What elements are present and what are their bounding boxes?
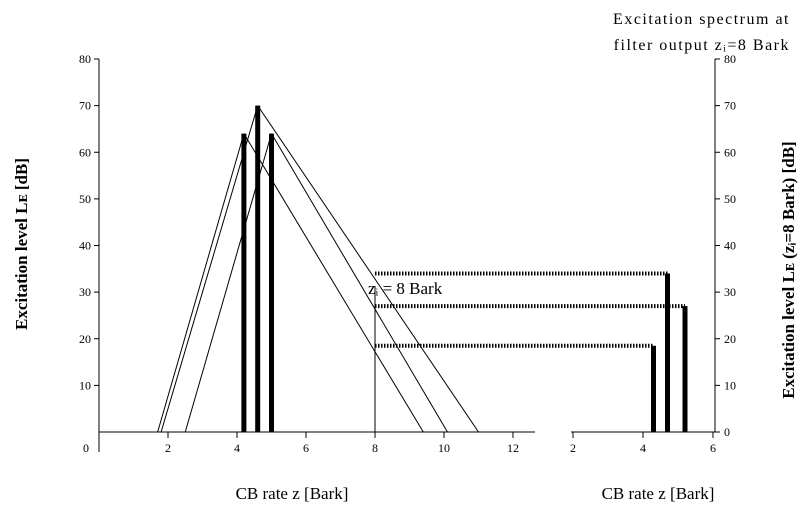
excitation-slope-upper bbox=[271, 133, 448, 433]
left-x-tick-label: 6 bbox=[303, 441, 309, 455]
right-y-tick-label: 40 bbox=[724, 239, 736, 253]
left-y-tick-label: 30 bbox=[79, 285, 91, 299]
right-y-tick-label: 10 bbox=[724, 378, 736, 392]
right-y-axis-label: Excitation level Lᴇ (zᵢ=8 Bark) [dB] bbox=[779, 141, 798, 398]
left-x-tick-label: 4 bbox=[234, 441, 240, 455]
right-y-tick-label: 20 bbox=[724, 332, 736, 346]
lines-layer bbox=[157, 105, 685, 433]
left-x-axis-label: CB rate z [Bark] bbox=[236, 484, 349, 503]
left-x-tick-label: 2 bbox=[165, 441, 171, 455]
left-y-axis-label: Excitation level Lᴇ [dB] bbox=[12, 158, 31, 330]
right-x-tick-label: 2 bbox=[570, 441, 576, 455]
left-y-tick-label: 50 bbox=[79, 192, 91, 206]
bars-layer bbox=[241, 105, 688, 432]
right-title-line-1: Excitation spectrum at bbox=[613, 11, 790, 28]
left-y-tick-label: 80 bbox=[79, 52, 91, 66]
left-y-tick-label: 10 bbox=[79, 378, 91, 392]
left-y-tick-label: 20 bbox=[79, 332, 91, 346]
right-y-tick-label: 0 bbox=[724, 425, 730, 439]
excitation-slope-upper bbox=[257, 105, 479, 433]
left-x-tick-label: 10 bbox=[438, 441, 450, 455]
right-y-tick-label: 60 bbox=[724, 145, 736, 159]
origin-label: 0 bbox=[83, 441, 89, 455]
right-y-tick-label: 50 bbox=[724, 192, 736, 206]
right-title-line-2: filter output zᵢ=8 Bark bbox=[614, 37, 790, 54]
right-x-tick-label: 4 bbox=[640, 441, 646, 455]
axes-layer bbox=[94, 58, 720, 452]
right-x-axis-label: CB rate z [Bark] bbox=[602, 484, 715, 503]
excitation-slope-lower bbox=[157, 133, 245, 433]
left-x-tick-label: 12 bbox=[507, 441, 519, 455]
marker-label: zᵢ = 8 Bark bbox=[368, 279, 443, 298]
left-x-tick-label: 8 bbox=[372, 441, 378, 455]
left-y-tick-label: 40 bbox=[79, 239, 91, 253]
left-y-tick-label: 60 bbox=[79, 145, 91, 159]
right-y-tick-label: 30 bbox=[724, 285, 736, 299]
right-x-tick-label: 6 bbox=[710, 441, 716, 455]
right-y-tick-label: 80 bbox=[724, 52, 736, 66]
right-y-tick-label: 70 bbox=[724, 99, 736, 113]
left-y-tick-label: 70 bbox=[79, 99, 91, 113]
